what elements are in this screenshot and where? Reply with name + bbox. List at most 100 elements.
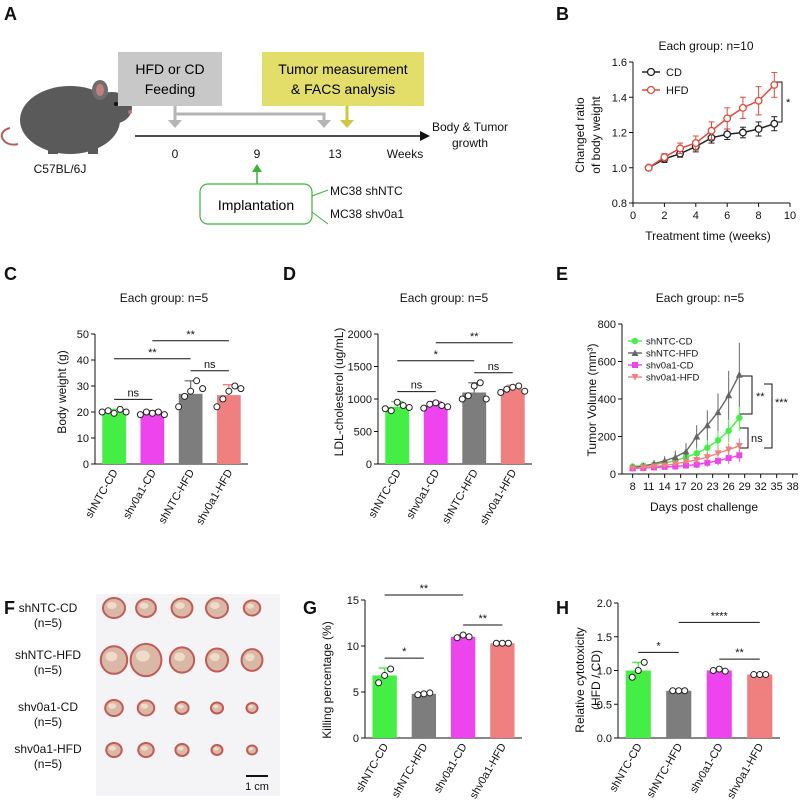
panel-c-comparison-label: ** xyxy=(186,329,195,341)
panel-b-sig: * xyxy=(786,97,791,109)
panel-h-comparison-label: **** xyxy=(711,610,729,622)
panel-d-comparison-label: ns xyxy=(488,361,500,373)
panel-e-xtick-label: 23 xyxy=(707,481,719,493)
mouse-label: C57BL/6J xyxy=(34,162,87,176)
panel-e-xlabel: Days post challenge xyxy=(650,500,758,514)
panel-b-xtick-label: 6 xyxy=(724,210,730,222)
feeding-box xyxy=(118,52,222,106)
panel-b-xtick-label: 10 xyxy=(784,210,796,222)
panel-b-ylabel-1: Changed ratio xyxy=(573,97,587,173)
panel-c-data-point xyxy=(219,395,227,403)
panel-b-xtick-label: 0 xyxy=(630,210,636,222)
panel-g-comparison-label: ** xyxy=(420,583,429,595)
panel-b-data-point xyxy=(754,125,763,133)
panel-g-category-label: shv0a1-HFD xyxy=(468,741,509,801)
panel-c-data-point xyxy=(225,387,233,395)
panel-h-data-point xyxy=(750,671,758,679)
panel-d-data-point xyxy=(438,402,446,409)
panel-label-d: D xyxy=(283,264,296,284)
panel-e-data-point xyxy=(671,453,679,461)
panel-e-data-point xyxy=(736,414,743,421)
panel-g-data-point xyxy=(465,633,473,641)
panel-d-data-point xyxy=(521,387,529,395)
panel-b-ytick-label: 1.4 xyxy=(612,92,627,104)
cell-line-connector-2 xyxy=(311,211,329,225)
panel-g-data-point xyxy=(498,639,506,647)
cell-line-connector-1 xyxy=(311,189,329,197)
panel-g-chart: Killing percentage (%) 0 5 10 15 shNTC-CDshN… xyxy=(320,583,522,801)
panel-e-sig-3: *** xyxy=(775,397,789,409)
panel-e-data-point xyxy=(725,427,732,435)
panel-d-bar-4 xyxy=(500,389,525,464)
panel-b-xtick-label: 2 xyxy=(661,210,667,222)
panel-c-category-label: shv0a1-HFD xyxy=(194,467,235,527)
panel-e-data-point xyxy=(735,371,743,378)
panel-b-data-point xyxy=(691,139,700,148)
panel-d-data-point xyxy=(381,405,389,413)
panel-e-data-point xyxy=(725,391,733,399)
panel-c-bar-4 xyxy=(217,395,241,464)
panel-e-sig-bracket-1 xyxy=(740,375,753,415)
panel-h-category-label: shNTC-CD xyxy=(608,741,645,794)
panel-e-data-point xyxy=(714,450,722,457)
panel-b-sig-bracket xyxy=(776,81,783,123)
tumor-highlight xyxy=(108,745,116,751)
panel-d-category-label: shv0a1-CD xyxy=(404,467,442,521)
panel-c-comparison-label: ** xyxy=(148,347,157,359)
panel-h-data-point xyxy=(715,665,723,673)
panel-d-data-point xyxy=(476,379,484,387)
panel-e-xtick-label: 8 xyxy=(630,481,636,493)
panel-e-legend-marker xyxy=(631,337,639,345)
implantation-box xyxy=(199,183,313,225)
panel-d-data-point xyxy=(405,403,413,411)
panel-e-data-point xyxy=(682,458,690,466)
panel-c-data-point xyxy=(116,405,124,413)
panel-h-ytick-label: 1.0 xyxy=(597,666,612,678)
panel-g-bar-3 xyxy=(450,636,476,738)
panel-d-data-point xyxy=(515,382,523,390)
tumor-line-1: Tumor measurement xyxy=(278,61,408,77)
feeding-arrowhead-right xyxy=(317,120,331,128)
panel-g-data-point xyxy=(459,631,467,639)
panel-e-legend-label: shv0a1-HFD xyxy=(646,373,699,384)
feeding-arrowhead-left xyxy=(168,120,182,128)
mouse-illustration xyxy=(0,80,132,154)
panel-b-data-point xyxy=(738,128,747,137)
panel-b-data-point xyxy=(770,119,779,128)
panel-g-data-point xyxy=(387,665,395,673)
row-label-1-line-2: (n=5) xyxy=(34,616,62,630)
panel-d-title: Each group: n=5 xyxy=(400,291,489,305)
panel-e-xtick-label: 38 xyxy=(787,481,799,493)
panel-c-bar-2 xyxy=(140,413,165,464)
panel-e-legend-marker xyxy=(631,349,639,356)
tumor-highlight xyxy=(175,602,185,609)
panel-e-data-point xyxy=(704,444,711,451)
panel-h-category-label: shv0a1-HFD xyxy=(725,741,766,801)
timeline-tick-9: 9 xyxy=(254,147,261,161)
panel-e-ytick-label: 800 xyxy=(598,319,616,331)
panel-label-e: E xyxy=(556,264,568,284)
panel-b-data-point xyxy=(738,103,747,112)
panel-c-chart: Each group: n=5 Body weight (g) 0 10 20 30 4… xyxy=(55,291,248,527)
panel-c-data-point xyxy=(98,408,106,416)
panel-e-data-point xyxy=(693,461,700,468)
panel-h-comparison-label: ** xyxy=(735,647,744,659)
panel-d-ytick-label: 1500 xyxy=(348,362,372,374)
panel-h-data-point xyxy=(709,667,717,674)
panel-d-data-point xyxy=(464,392,472,400)
panel-g-data-point xyxy=(453,634,461,642)
panel-h-bar-4 xyxy=(747,674,773,738)
tumor-highlight xyxy=(105,651,118,662)
panel-b-title: Each group: n=10 xyxy=(658,39,753,53)
timeline-tick-13: 13 xyxy=(328,147,342,161)
panel-c-title: Each group: n=5 xyxy=(120,291,209,305)
tumor-highlight xyxy=(106,602,117,609)
legend-hfd-label: HFD xyxy=(666,85,689,97)
panel-b-chart: Each group: n=10 Changed ratio of body w… xyxy=(573,39,796,243)
panel-e-data-point xyxy=(703,421,711,429)
panel-g-data-point xyxy=(381,671,389,679)
tumor-highlight xyxy=(140,703,149,709)
panel-c-ytick-label: 20 xyxy=(77,407,89,419)
panel-h-bar-2 xyxy=(666,690,692,738)
